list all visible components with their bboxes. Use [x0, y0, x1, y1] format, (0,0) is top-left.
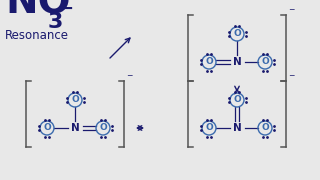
Text: −: −	[288, 71, 294, 80]
Text: O: O	[261, 57, 269, 66]
Text: N: N	[233, 123, 241, 133]
Text: −: −	[126, 71, 132, 80]
Text: −: −	[58, 0, 73, 18]
Text: O: O	[205, 123, 213, 132]
Text: O: O	[233, 30, 241, 39]
Text: O: O	[205, 57, 213, 66]
Text: NO: NO	[5, 0, 71, 22]
Text: −: −	[288, 5, 294, 14]
Text: N: N	[71, 123, 79, 133]
Text: O: O	[99, 123, 107, 132]
Text: O: O	[71, 96, 79, 105]
Text: O: O	[43, 123, 51, 132]
Text: O: O	[233, 96, 241, 105]
Text: N: N	[233, 57, 241, 67]
Text: 3: 3	[48, 12, 63, 32]
Text: O: O	[261, 123, 269, 132]
Text: Resonance: Resonance	[5, 29, 69, 42]
